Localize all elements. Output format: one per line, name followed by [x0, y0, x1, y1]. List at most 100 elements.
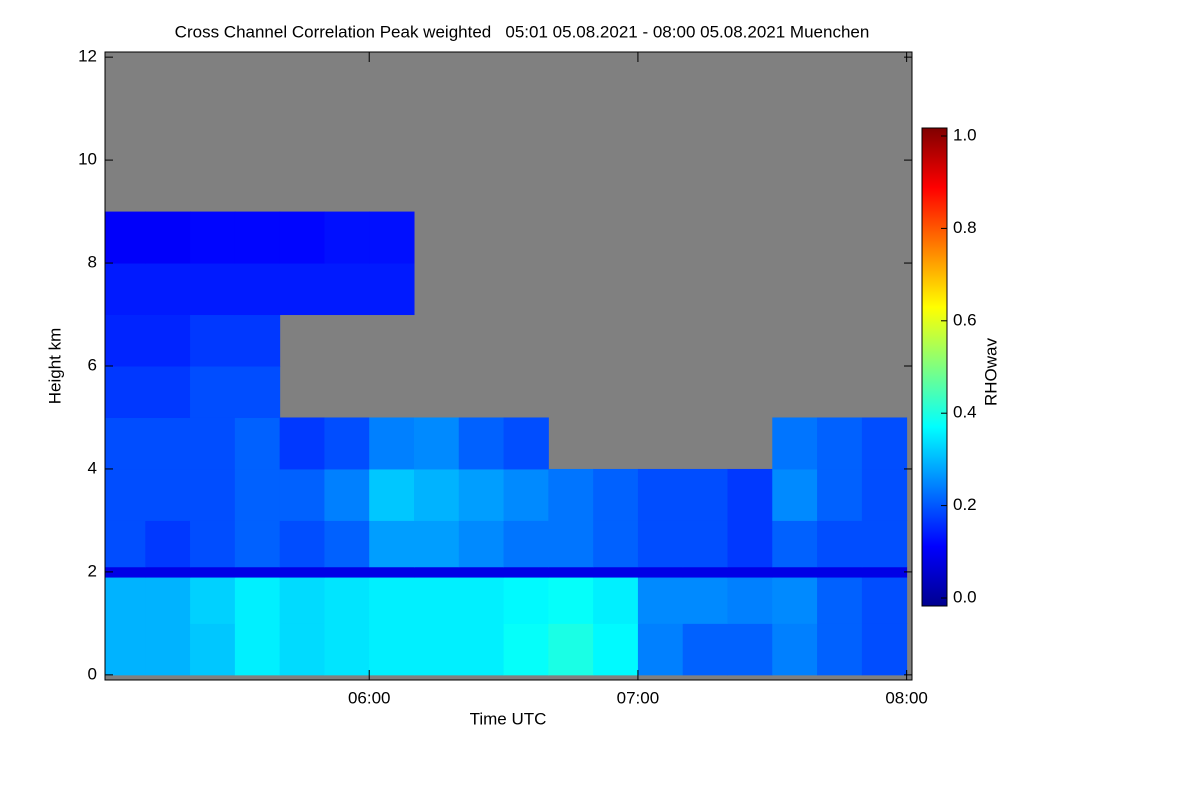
heatmap-cell — [105, 263, 146, 316]
colorbar-label: RHOwav — [981, 337, 1000, 406]
heatmap-cell — [145, 417, 191, 470]
heatmap-cell — [727, 468, 773, 521]
y-tick-label: 8 — [88, 253, 97, 272]
heatmap-cell — [861, 468, 908, 521]
heatmap-cell — [145, 314, 191, 367]
heatmap-cell — [458, 623, 505, 676]
heatmap-cell — [190, 366, 236, 418]
y-tick-label: 4 — [88, 458, 97, 477]
heatmap-cell — [727, 566, 773, 578]
heatmap-cell — [190, 263, 236, 316]
heatmap-cell — [414, 417, 460, 470]
heatmap-cell — [105, 314, 146, 367]
heatmap-cell — [593, 520, 639, 568]
heatmap-cell — [145, 211, 191, 264]
heatmap-cell — [861, 520, 908, 568]
heatmap-cell — [324, 468, 370, 521]
heatmap-cell — [105, 417, 146, 470]
heatmap-cell — [105, 366, 146, 418]
heatmap-cell — [637, 577, 684, 624]
heatmap-cell — [861, 417, 908, 470]
colorbar-tick-label: 0.2 — [953, 495, 977, 514]
heatmap-cell — [145, 263, 191, 316]
heatmap-cell — [145, 520, 191, 568]
heatmap-cell — [861, 566, 908, 578]
heatmap-cell — [234, 417, 281, 470]
heatmap-cell — [727, 520, 773, 568]
heatmap-cell — [105, 211, 146, 264]
heatmap-cell — [279, 566, 325, 578]
heatmap-cell — [105, 577, 146, 624]
heatmap-cell — [279, 211, 325, 264]
heatmap — [105, 211, 908, 676]
heatmap-cell — [190, 314, 236, 367]
heatmap-cell — [637, 566, 684, 578]
heatmap-cell — [279, 623, 325, 676]
y-axis-label: Height km — [45, 328, 64, 405]
heatmap-cell — [503, 566, 549, 578]
heatmap-cell — [503, 577, 549, 624]
heatmap-cell — [145, 623, 191, 676]
heatmap-cell — [817, 417, 863, 470]
heatmap-cell — [414, 577, 460, 624]
heatmap-cell — [414, 520, 460, 568]
heatmap-cell — [105, 566, 146, 578]
heatmap-cell — [279, 417, 325, 470]
heatmap-cell — [727, 623, 773, 676]
heatmap-cell — [593, 468, 639, 521]
x-tick-label: 08:00 — [885, 688, 928, 707]
heatmap-cell — [190, 577, 236, 624]
heatmap-cell — [593, 623, 639, 676]
heatmap-cell — [369, 417, 415, 470]
heatmap-cell — [324, 577, 370, 624]
heatmap-cell — [234, 520, 281, 568]
heatmap-cell — [772, 468, 818, 521]
heatmap-cell — [369, 520, 415, 568]
heatmap-cell — [324, 623, 370, 676]
x-tick-label: 07:00 — [617, 688, 660, 707]
heatmap-cell — [637, 520, 684, 568]
heatmap-cell — [234, 211, 281, 264]
heatmap-cell — [503, 623, 549, 676]
heatmap-cell — [369, 211, 415, 264]
heatmap-cell — [234, 366, 281, 418]
heatmap-cell — [772, 566, 818, 578]
heatmap-cell — [772, 623, 818, 676]
heatmap-cell — [414, 623, 460, 676]
heatmap-cell — [234, 468, 281, 521]
heatmap-cell — [682, 623, 728, 676]
heatmap-cell — [190, 623, 236, 676]
heatmap-cell — [279, 468, 325, 521]
heatmap-cell — [637, 468, 684, 521]
heatmap-cell — [190, 211, 236, 264]
heatmap-cell — [548, 623, 594, 676]
heatmap-cell — [369, 566, 415, 578]
colorbar-tick-label: 0.6 — [953, 310, 977, 329]
heatmap-cell — [503, 417, 549, 470]
heatmap-cell — [772, 577, 818, 624]
colorbar — [921, 127, 948, 607]
heatmap-cell — [637, 623, 684, 676]
heatmap-cell — [145, 468, 191, 521]
heatmap-cell — [279, 263, 325, 316]
heatmap-cell — [817, 566, 863, 578]
heatmap-cell — [593, 566, 639, 578]
heatmap-cell — [234, 577, 281, 624]
colorbar-tick-label: 0.0 — [953, 587, 977, 606]
heatmap-cell — [458, 417, 505, 470]
heatmap-cell — [458, 566, 505, 578]
y-tick-label: 0 — [88, 664, 97, 683]
heatmap-cell — [145, 577, 191, 624]
heatmap-cell — [772, 417, 818, 470]
heatmap-cell — [861, 577, 908, 624]
heatmap-cell — [817, 577, 863, 624]
chart-title: Cross Channel Correlation Peak weighted … — [175, 22, 870, 41]
heatmap-cell — [817, 468, 863, 521]
heatmap-cell — [190, 417, 236, 470]
heatmap-cell — [324, 566, 370, 578]
heatmap-cell — [234, 314, 281, 367]
heatmap-cell — [369, 623, 415, 676]
heatmap-cell — [105, 468, 146, 521]
heatmap-cell — [503, 468, 549, 521]
